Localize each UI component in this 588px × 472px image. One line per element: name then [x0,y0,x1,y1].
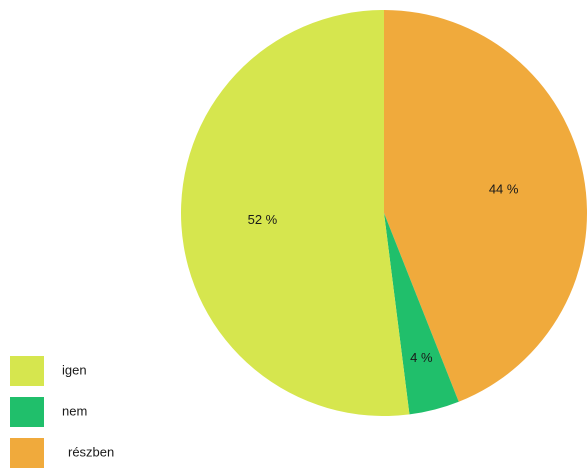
value-label-igen: 52 % [248,212,278,227]
legend-swatch-igen [10,356,44,386]
legend-label-igen: igen [62,362,87,377]
pie-slice-igen [181,10,410,416]
legend-label-részben: részben [68,444,114,459]
value-label-nem: 4 % [410,350,433,365]
legend-label-nem: nem [62,403,87,418]
pie-slice-nem [384,213,459,415]
pie-value-labels: 44 % 4 % 52 % [248,182,519,365]
pie-slice-részben [384,10,587,402]
legend-entry-igen: igen [10,356,87,386]
legend-swatch-részben [10,438,44,468]
pie-slices [181,10,587,416]
legend-swatch-nem [10,397,44,427]
legend-entry-részben: részben [10,438,114,468]
legend-entry-nem: nem [10,397,87,427]
legend: igen nem részben [10,356,114,468]
value-label-részben: 44 % [489,182,519,197]
